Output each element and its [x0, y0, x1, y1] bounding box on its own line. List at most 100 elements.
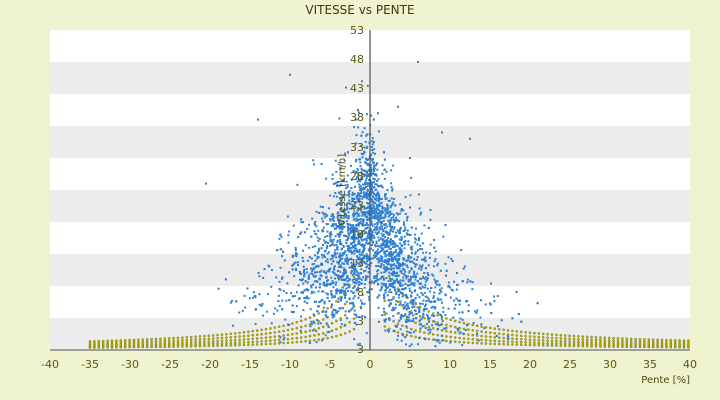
model-point — [176, 336, 180, 340]
measured-point — [322, 281, 325, 284]
measured-point — [359, 264, 362, 267]
measured-point — [395, 274, 398, 277]
measured-point — [377, 269, 380, 272]
model-point — [348, 320, 351, 324]
measured-point — [334, 159, 337, 162]
measured-point — [419, 323, 422, 326]
measured-point — [355, 258, 358, 261]
measured-point — [392, 240, 395, 243]
measured-point — [355, 219, 358, 222]
x-tick-label: -5 — [325, 358, 336, 371]
model-point — [255, 333, 259, 337]
measured-point — [399, 300, 402, 303]
measured-point — [378, 294, 381, 297]
measured-point — [310, 235, 313, 238]
measured-point — [394, 303, 397, 306]
measured-point — [357, 219, 360, 222]
model-point — [436, 333, 439, 337]
measured-point — [455, 288, 458, 291]
measured-point — [371, 240, 374, 243]
measured-point — [334, 309, 337, 312]
model-point — [352, 317, 356, 320]
measured-point — [439, 269, 442, 272]
measured-point — [405, 264, 408, 267]
measured-point — [335, 243, 338, 246]
measured-point — [291, 264, 294, 267]
model-point — [625, 337, 629, 341]
measured-point — [361, 169, 364, 172]
measured-point — [421, 248, 424, 251]
measured-point — [348, 195, 351, 198]
measured-point — [320, 253, 323, 256]
measured-point — [480, 323, 483, 326]
measured-point — [383, 250, 386, 253]
measured-point — [385, 270, 388, 273]
measured-point — [404, 313, 407, 316]
measured-point — [414, 301, 417, 304]
measured-point — [401, 261, 404, 264]
model-point — [489, 331, 492, 335]
measured-point — [333, 244, 336, 247]
model-point — [572, 337, 576, 341]
measured-point — [376, 227, 379, 230]
measured-point — [386, 242, 389, 245]
measured-point — [337, 276, 340, 279]
measured-point — [317, 239, 320, 242]
model-point — [489, 342, 492, 346]
model-point — [533, 341, 536, 345]
measured-point — [349, 266, 352, 269]
measured-point — [378, 214, 381, 217]
measured-point — [424, 286, 427, 289]
measured-point — [388, 271, 391, 274]
model-point — [471, 341, 475, 345]
measured-point — [326, 234, 329, 237]
measured-point — [314, 232, 317, 235]
measured-point — [321, 206, 324, 209]
measured-point — [303, 268, 306, 271]
measured-point — [391, 189, 394, 192]
model-point — [629, 339, 633, 343]
measured-point — [286, 282, 289, 285]
measured-point — [384, 214, 387, 217]
measured-point — [383, 267, 386, 270]
model-point — [269, 327, 272, 330]
measured-point — [328, 283, 331, 286]
model-point — [581, 340, 585, 344]
measured-point — [404, 301, 407, 304]
measured-point — [407, 259, 410, 262]
measured-point — [410, 343, 413, 346]
measured-point — [364, 269, 367, 272]
measured-point — [436, 297, 439, 300]
measured-point — [375, 228, 378, 231]
measured-point — [279, 336, 282, 339]
model-point — [467, 328, 470, 331]
measured-point — [353, 309, 356, 312]
measured-point — [405, 277, 408, 280]
measured-point — [398, 238, 401, 241]
measured-point — [380, 243, 383, 246]
model-point — [625, 341, 629, 345]
model-point — [511, 333, 514, 337]
measured-point — [293, 275, 296, 278]
measured-point — [361, 156, 364, 159]
measured-point — [350, 236, 353, 239]
measured-point — [238, 311, 241, 314]
measured-point — [378, 196, 381, 199]
measured-point — [366, 206, 369, 209]
measured-point — [389, 302, 392, 305]
measured-point — [365, 162, 368, 165]
measured-point — [457, 329, 460, 332]
measured-point — [359, 195, 362, 198]
measured-point — [392, 272, 395, 275]
measured-point — [419, 302, 422, 305]
measured-point — [362, 183, 365, 186]
measured-point — [340, 266, 343, 269]
model-point — [225, 344, 228, 347]
model-point — [225, 341, 228, 345]
measured-point — [408, 307, 411, 310]
measured-point — [402, 279, 405, 282]
measured-point — [375, 195, 378, 198]
measured-point — [381, 260, 384, 263]
measured-point — [351, 241, 354, 244]
measured-point — [339, 264, 342, 267]
